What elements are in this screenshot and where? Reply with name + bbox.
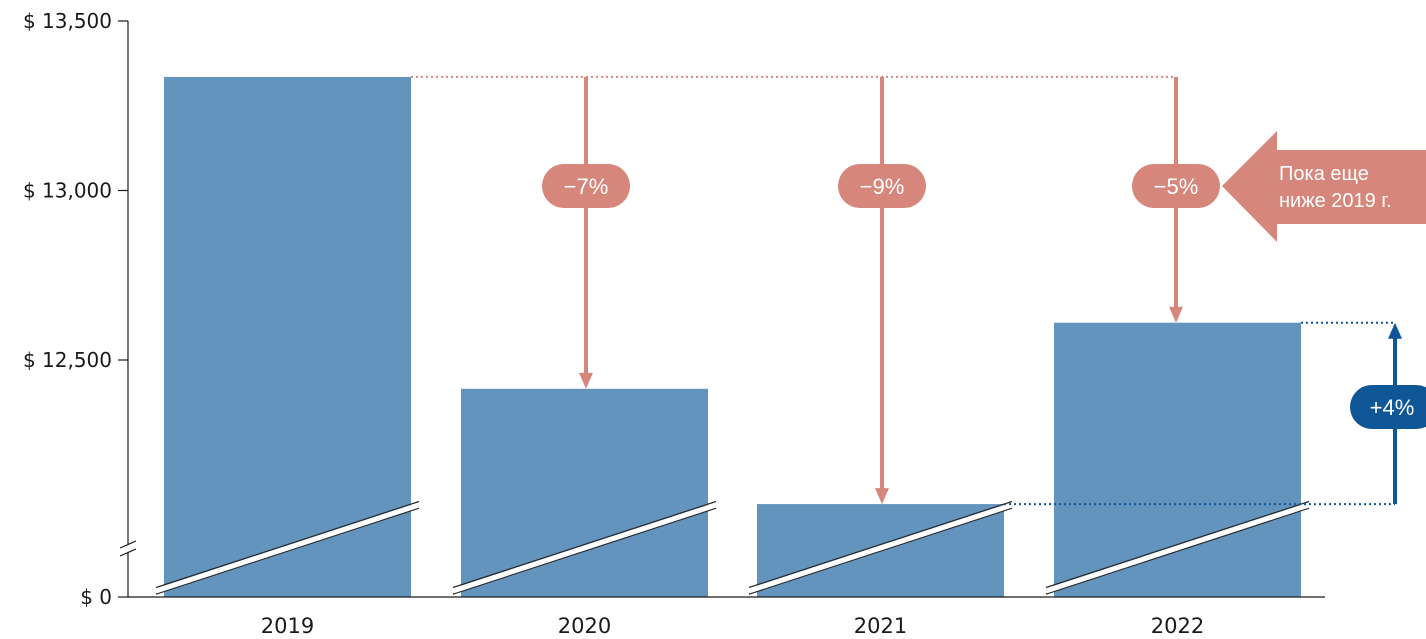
break-mark-2021 (748, 502, 1013, 594)
change-pill-2022 (1132, 164, 1220, 208)
break-shadow-2020 (452, 507, 717, 595)
break-shadow-2021 (748, 507, 1013, 595)
bars (164, 76, 1301, 597)
x-tick-label: 2019 (261, 614, 314, 638)
axes: $ 13,500 $ 13,000 $ 12,500 $ 0 2019 2020 2021 2… (23, 9, 1325, 638)
callout-line-1: Пока еще (1279, 163, 1369, 185)
break-edge-2021 (748, 500, 1013, 589)
break-edge-2022 (1045, 500, 1310, 589)
x-tick-label: 2020 (558, 614, 611, 638)
bar-2019 (164, 76, 411, 597)
break-shadow-2019 (155, 507, 420, 595)
callout-arrow (1222, 131, 1426, 242)
change-label-2020: −7% (564, 174, 609, 199)
callout-line-2: ниже 2019 г. (1279, 190, 1392, 212)
change-pill-2021 (838, 164, 926, 208)
increase-arrowhead (1388, 322, 1402, 339)
y-tick-label: $ 0 (80, 585, 112, 609)
change-pill-2020 (542, 164, 630, 208)
increase-pill (1350, 385, 1426, 429)
decline-arrowhead-2021 (875, 488, 889, 505)
change-label-2021: −9% (860, 174, 905, 199)
y-axis-break-2 (119, 548, 137, 557)
break-mark-2020 (452, 502, 717, 594)
change-label-2022: −5% (1154, 174, 1199, 199)
axis-break-marks (155, 500, 1310, 595)
break-edge-2020 (452, 500, 717, 589)
break-mark-2019 (155, 502, 420, 594)
y-tick-label: $ 12,500 (23, 348, 112, 372)
bar-2022 (1054, 322, 1301, 597)
y-axis-break-1 (119, 540, 137, 549)
x-tick-label: 2021 (854, 614, 907, 638)
x-tick-label: 2022 (1151, 614, 1204, 638)
labels: −7% −9% −5% +4% Пока еще ниже 2019 г. (542, 131, 1426, 429)
y-tick-label: $ 13,000 (23, 179, 112, 203)
break-mark-2022 (1045, 502, 1310, 594)
decline-arrowhead-2020 (579, 372, 593, 389)
bar-2020 (461, 388, 708, 597)
y-tick-label: $ 13,500 (23, 9, 112, 33)
increase-label: +4% (1370, 395, 1415, 420)
break-shadow-2022 (1045, 507, 1310, 595)
reference-lines (411, 75, 1395, 506)
break-edge-2019 (155, 500, 420, 589)
decline-arrowhead-2022 (1169, 306, 1183, 323)
